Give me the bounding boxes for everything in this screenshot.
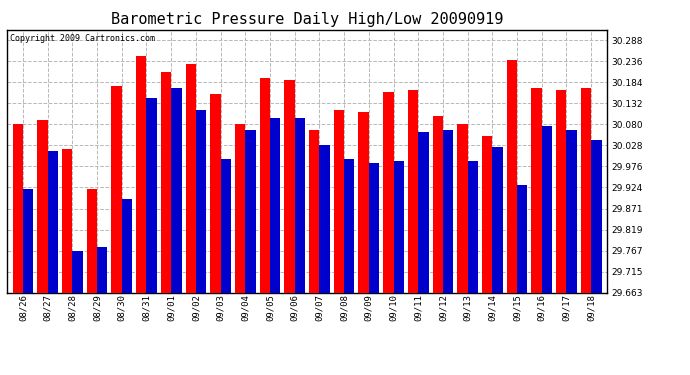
Bar	[468, 160, 478, 292]
Bar	[295, 118, 305, 292]
Bar	[344, 159, 355, 292]
Bar	[210, 94, 221, 292]
Bar	[506, 60, 517, 292]
Bar	[48, 151, 58, 292]
Bar	[443, 130, 453, 292]
Bar	[493, 147, 503, 292]
Bar	[517, 185, 527, 292]
Bar	[87, 189, 97, 292]
Bar	[23, 189, 33, 292]
Bar	[482, 136, 493, 292]
Bar	[97, 248, 108, 292]
Bar	[542, 126, 552, 292]
Bar	[146, 98, 157, 292]
Bar	[245, 130, 256, 292]
Bar	[72, 251, 83, 292]
Bar	[369, 163, 380, 292]
Bar	[161, 72, 171, 292]
Bar	[12, 124, 23, 292]
Bar	[393, 160, 404, 292]
Bar	[111, 86, 121, 292]
Bar	[457, 124, 468, 292]
Bar	[171, 88, 181, 292]
Bar	[581, 88, 591, 292]
Bar	[270, 118, 280, 292]
Bar	[358, 112, 369, 292]
Bar	[37, 120, 48, 292]
Bar	[235, 124, 245, 292]
Bar	[121, 199, 132, 292]
Bar	[383, 92, 393, 292]
Bar	[284, 80, 295, 292]
Bar	[433, 116, 443, 292]
Bar	[309, 130, 319, 292]
Bar	[556, 90, 566, 292]
Title: Barometric Pressure Daily High/Low 20090919: Barometric Pressure Daily High/Low 20090…	[111, 12, 503, 27]
Bar	[591, 141, 602, 292]
Bar	[566, 130, 577, 292]
Bar	[334, 110, 344, 292]
Bar	[531, 88, 542, 292]
Bar	[408, 90, 418, 292]
Bar	[196, 110, 206, 292]
Bar	[319, 144, 330, 292]
Bar	[418, 132, 428, 292]
Bar	[221, 159, 231, 292]
Bar	[186, 64, 196, 292]
Bar	[259, 78, 270, 292]
Text: Copyright 2009 Cartronics.com: Copyright 2009 Cartronics.com	[10, 34, 155, 43]
Bar	[62, 148, 72, 292]
Bar	[136, 56, 146, 292]
